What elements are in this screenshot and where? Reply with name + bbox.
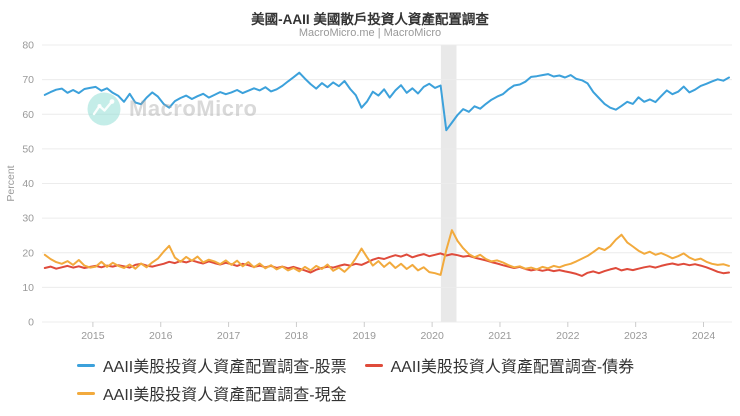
chart-subtitle: MacroMicro.me | MacroMicro: [298, 27, 442, 39]
legend-item-stocks[interactable]: AAII美股投資人資產配置調查-股票: [77, 353, 347, 377]
y-tick-label: 30: [22, 213, 34, 225]
y-tick-label: 40: [22, 178, 34, 190]
x-tick-label: 2020: [420, 330, 444, 342]
x-tick-label: 2023: [624, 330, 648, 342]
y-axis-title: Percent: [5, 165, 17, 201]
y-tick-label: 20: [22, 247, 34, 259]
x-tick-label: 2024: [692, 330, 716, 342]
legend-label-bonds: AAII美股投資人資產配置調查-債券: [390, 359, 635, 376]
y-tick-label: 0: [28, 317, 34, 329]
x-tick-label: 2021: [488, 330, 512, 342]
legend-label-cash: AAII美股投資人資產配置調查-現金: [103, 387, 347, 404]
legend-item-bonds[interactable]: AAII美股投資人資產配置調查-債券: [364, 353, 635, 377]
series-line-bonds[interactable]: [43, 252, 730, 277]
x-tick-label: 2016: [149, 330, 173, 342]
y-tick-label: 50: [22, 143, 34, 155]
x-tick-label: 2019: [353, 330, 377, 342]
chart-title: 美國-AAII 美國散戶投資人資產配置調查: [251, 12, 489, 27]
series-line-stocks[interactable]: [43, 71, 730, 132]
legend-marker-bonds: [364, 363, 383, 367]
x-tick-label: 2015: [81, 330, 105, 342]
series-line-cash[interactable]: [43, 229, 730, 276]
x-tick-label: 2022: [556, 330, 580, 342]
legend-marker-cash: [77, 391, 95, 395]
x-tick-label: 2017: [217, 330, 241, 342]
y-tick-label: 70: [22, 74, 34, 86]
x-tick-label: 2018: [285, 330, 309, 342]
y-tick-label: 60: [22, 109, 34, 121]
y-tick-label: 10: [22, 282, 34, 294]
chart-legend: AAII美股投資人資產配置調查-股票 AAII美股投資人資產配置調查-債券 AA…: [0, 353, 740, 405]
y-tick-label: 80: [22, 40, 34, 52]
legend-label-stocks: AAII美股投資人資產配置調查-股票: [103, 359, 347, 376]
legend-item-cash[interactable]: AAII美股投資人資產配置調查-現金: [77, 381, 347, 405]
legend-marker-stocks: [77, 363, 95, 367]
chart-plot-area: 0 10 20 30 40 50 60 70 80 2015 2016 2017 2018 2019 202…: [5, 40, 732, 342]
